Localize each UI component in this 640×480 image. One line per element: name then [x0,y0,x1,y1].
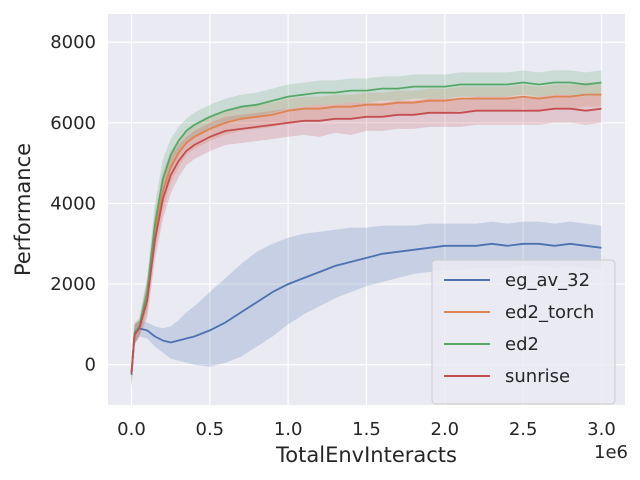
legend-label-ed2_torch: ed2_torch [505,302,594,323]
x-axis-label: TotalEnvInteracts [275,443,457,467]
x-tick-label: 1.5 [352,419,381,440]
line-sunrise [130,107,602,373]
x-axis-offset-label: 1e6 [594,442,628,463]
y-tick-label: 4000 [50,193,96,214]
grid-layer [108,14,625,405]
legend-box [431,259,616,405]
legend-label-ed2: ed2 [505,334,539,355]
x-tick-label: 0.0 [117,419,146,440]
legend-label-sunrise: sunrise [505,366,570,387]
y-tick-label: 2000 [50,274,96,295]
line-ed2_torch [130,93,602,373]
y-axis-label: Performance [11,143,35,276]
legend: eg_av_32 ed2_torch ed2 sunrise [431,259,616,405]
series-lines [130,81,602,375]
y-tick-label: 0 [85,355,96,376]
x-tick-label: 3.0 [587,419,616,440]
y-tick-label: 8000 [50,32,96,53]
line-ed2 [130,81,602,373]
x-tick-label: 2.0 [431,419,460,440]
legend-label-eg_av_32: eg_av_32 [505,270,590,291]
x-tick-label: 0.5 [196,419,225,440]
x-tick-label: 2.5 [509,419,538,440]
line-eg_av_32 [130,242,602,375]
y-tick-label: 6000 [50,113,96,134]
x-tick-label: 1.0 [274,419,303,440]
tick-labels: 0.0 0.5 1.0 1.5 2.0 2.5 3.0 0 2000 4000 6000 8000 [50,32,616,440]
